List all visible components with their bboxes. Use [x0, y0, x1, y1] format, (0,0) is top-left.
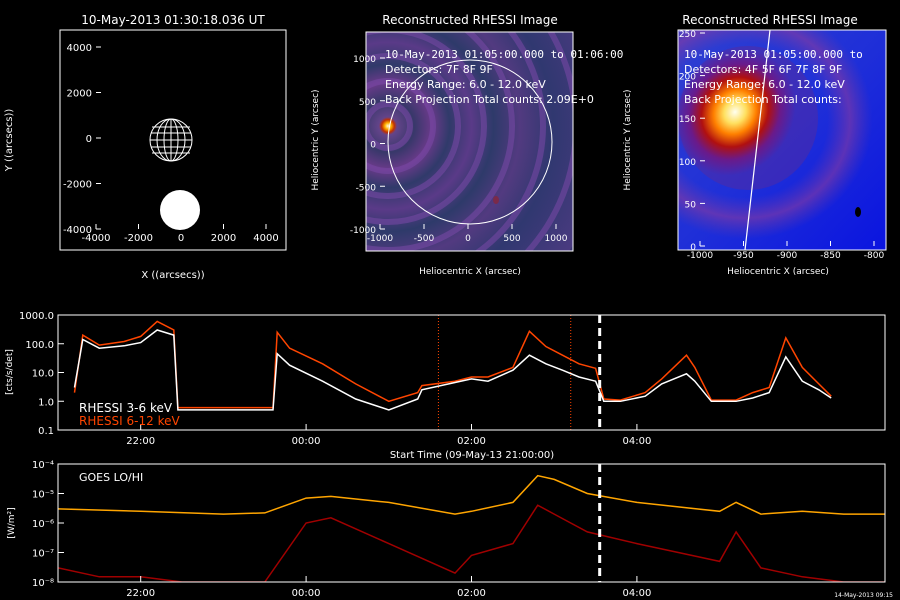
x-tick-label: -2000 [124, 233, 153, 244]
panel3-ylabel: Heliocentric Y (arcsec) [623, 89, 633, 190]
rhessi-lightcurve-panel: 1000.0 100.0 10.0 1.0 0.1 22:00 00:00 02:00 04:… [5, 311, 886, 461]
y-tick-label: -1000 [350, 226, 376, 236]
y-tick-label: 100 [679, 158, 696, 168]
goes-frame [57, 463, 886, 583]
panel1-ylabel: Y ((arcsecs)) [4, 109, 15, 173]
goes-label: GOES LO/HI [79, 471, 143, 484]
panel3-energy: Energy Range: 6.0 - 12.0 keV [684, 78, 845, 91]
x-tick-label: 500 [503, 234, 520, 244]
x-tick-label: 00:00 [292, 588, 321, 599]
ring-waves [366, 32, 573, 251]
panel3-title: Reconstructed RHESSI Image [682, 13, 857, 27]
solar-limb [387, 59, 553, 225]
y-tick-label: -4000 [63, 225, 92, 236]
goes-ylabel: [W/m²] [7, 507, 17, 538]
x-tick-label: -4000 [81, 233, 110, 244]
rhessi-image-full-panel: Reconstructed RHESSI Image 10-May-2013 0… [311, 13, 623, 277]
panel1-xlabel: X ((arcsecs)) [141, 270, 204, 281]
x-tick-label: -1000 [367, 234, 393, 244]
rhessi-image-zoom-panel: Reconstructed RHESSI Image 10-May-2013 0… [623, 13, 887, 277]
y-tick-label: 10⁻⁵ [32, 490, 54, 501]
x-tick-label: -850 [820, 251, 841, 261]
solar-limb-arc [744, 30, 771, 250]
x-tick-label: 2000 [211, 233, 236, 244]
x-tick-label: 00:00 [292, 436, 321, 447]
rhessi-ylabel: [cts/s/det] [5, 349, 15, 395]
sun-context-panel: 10-May-2013 01:30:18.036 UT -4000 -2000 0 2… [4, 13, 287, 281]
panel3-projection: Back Projection Total counts: [684, 93, 842, 106]
series-goes-lo [58, 474, 885, 515]
y-tick-label: 2000 [67, 89, 92, 100]
series-goes-hi [58, 504, 885, 582]
x-tick-label: -800 [864, 251, 885, 261]
series-rhessi-3-6kev [73, 329, 832, 411]
panel2-frame [365, 31, 574, 252]
y-tick-label: 0 [690, 243, 696, 253]
x-tick-label: 22:00 [126, 436, 155, 447]
y-tick-label: 1.0 [38, 397, 54, 408]
x-tick-label: 04:00 [622, 588, 651, 599]
y-tick-label: 4000 [67, 43, 92, 54]
panel2-projection: Back Projection Total counts: 2.09E+0 [385, 93, 594, 106]
panel2-ylabel: Heliocentric Y (arcsec) [311, 89, 321, 190]
y-tick-label: 250 [679, 30, 696, 40]
y-tick-label: -2000 [63, 180, 92, 191]
panel1-title: 10-May-2013 01:30:18.036 UT [81, 13, 265, 27]
x-tick-label: -500 [414, 234, 435, 244]
x-tick-label: 04:00 [622, 436, 651, 447]
goes-lightcurve-panel: 10⁻⁴ 10⁻⁵ 10⁻⁶ 10⁻⁷ 10⁻⁸ 22:00 00:00 02:00 04:0… [7, 460, 893, 599]
panel2-time: 10-May-2013 01:05:00.000 to 01:06:00 [385, 48, 623, 61]
y-tick-label: 100.0 [25, 340, 54, 351]
panel3-xlabel: Heliocentric X (arcsec) [727, 267, 829, 277]
x-tick-label: 02:00 [457, 436, 486, 447]
legend-rhessi-low: RHESSI 3-6 keV [79, 401, 173, 415]
y-tick-label: 10⁻⁶ [32, 519, 54, 530]
y-tick-label: 1000 [353, 55, 376, 65]
y-tick-label: 0.1 [38, 426, 54, 437]
panel2-energy: Energy Range: 6.0 - 12.0 keV [385, 78, 546, 91]
y-tick-label: 10⁻⁴ [32, 460, 54, 471]
flare-source-zoom [678, 48, 796, 176]
y-tick-label: 10.0 [32, 369, 54, 380]
y-tick-label: 1000.0 [19, 311, 54, 322]
solar-disk-grid [149, 118, 193, 162]
x-tick-label: 0 [178, 233, 184, 244]
y-tick-label: 200 [679, 73, 696, 83]
panel3-frame [677, 29, 887, 251]
x-tick-label: 02:00 [457, 588, 486, 599]
x-tick-label: 0 [465, 234, 471, 244]
flare-source [379, 117, 397, 135]
x-tick-label: 4000 [253, 233, 278, 244]
ring-pattern [366, 32, 573, 251]
panel2-title: Reconstructed RHESSI Image [382, 13, 557, 27]
y-tick-label: 10⁻⁸ [32, 578, 54, 589]
panel3-time: 10-May-2013 01:05:00.000 to [684, 48, 863, 61]
panel2-detectors: Detectors: 7F 8F 9F [385, 63, 493, 76]
x-tick-label: -900 [777, 251, 798, 261]
rhessi-frame [57, 314, 886, 431]
x-tick-label: 22:00 [126, 588, 155, 599]
y-tick-label: 10⁻⁷ [32, 549, 54, 560]
legend-rhessi-high: RHESSI 6-12 keV [79, 414, 180, 428]
panel1-frame [59, 29, 287, 251]
y-tick-label: -500 [356, 183, 377, 193]
y-tick-label: 0 [370, 141, 376, 151]
panel3-detectors: Detectors: 4F 5F 6F 7F 8F 9F [684, 63, 842, 76]
secondary-source-zoom [855, 207, 861, 217]
series-rhessi-6-12kev [73, 320, 832, 409]
y-tick-label: 150 [679, 115, 696, 125]
x-tick-label: -1000 [687, 251, 713, 261]
rhessi-xlabel: Start Time (09-May-13 21:00:00) [390, 450, 554, 461]
occulter-disk [160, 190, 200, 230]
y-tick-label: 500 [359, 98, 376, 108]
x-tick-label: -950 [733, 251, 754, 261]
secondary-source [493, 196, 499, 204]
y-tick-label: 50 [685, 200, 697, 210]
y-tick-label: 0 [86, 134, 92, 145]
x-tick-label: 1000 [545, 234, 568, 244]
panel2-xlabel: Heliocentric X (arcsec) [419, 267, 521, 277]
footer-timestamp: 14-May-2013 09:15 [834, 592, 893, 599]
